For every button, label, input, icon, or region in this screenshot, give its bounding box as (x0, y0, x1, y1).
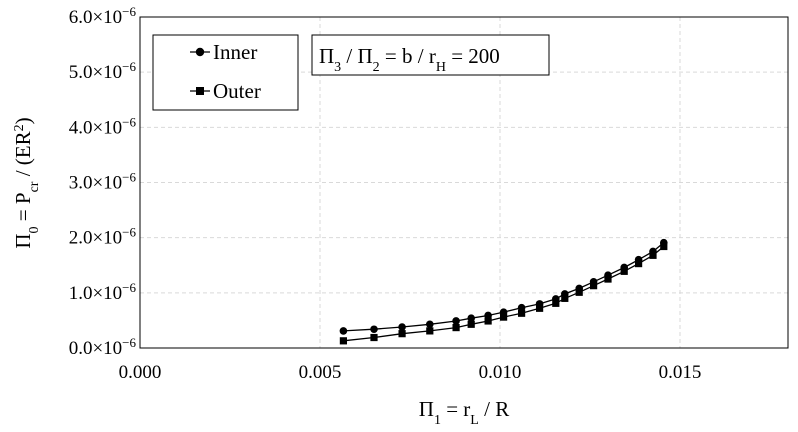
y-tick-label: 3.0×10−6 (69, 169, 137, 194)
x-tick-label: 0.005 (299, 362, 342, 383)
data-point-outer (518, 309, 526, 317)
y-tick-label: 1.0×10−6 (69, 279, 137, 304)
parameter-annotation: Π3 / Π2 = b / rH = 200 (311, 34, 550, 76)
x-tick-label: 0.000 (119, 362, 162, 383)
data-point-outer (426, 327, 434, 335)
data-point-outer (575, 288, 583, 296)
data-point-outer (635, 259, 643, 268)
legend-inner-marker (195, 47, 205, 57)
y-axis-title: Π0 = Pcr / (ER2) (11, 117, 42, 248)
data-point-outer (604, 275, 612, 283)
x-axis-title: Π1 = rL / R (419, 397, 509, 428)
y-tick-label: 5.0×10−6 (69, 59, 137, 84)
data-point-outer (620, 267, 628, 275)
data-point-outer (660, 242, 668, 251)
annotation-box (311, 34, 550, 76)
data-point-inner (370, 325, 378, 334)
grid (140, 17, 788, 348)
data-point-inner (484, 311, 492, 320)
legend-outer-label: Outer (213, 79, 261, 103)
data-point-inner (517, 303, 526, 312)
data-point-outer (552, 299, 560, 307)
data-point-outer (500, 313, 508, 321)
data-point-outer (590, 282, 598, 290)
data-point-outer (649, 251, 657, 259)
data-point-outer (398, 330, 406, 338)
annotation-text: Π3 / Π2 = b / rH = 200 (319, 44, 500, 75)
data-point-inner (467, 314, 476, 323)
data-point-outer (484, 317, 492, 325)
data-point-outer (452, 323, 460, 332)
legend-outer-marker (196, 87, 204, 95)
y-tick-label: 0.0×10−6 (69, 335, 137, 360)
y-tick-label: 2.0×10−6 (69, 224, 137, 249)
data-point-outer (467, 320, 475, 328)
y-tick-label: 6.0×10−6 (69, 4, 137, 29)
ticks: 0.0×10−6 1.0×10−6 2.0×10−6 3.0×10−6 4.0×10−6… (69, 4, 702, 384)
plot-area-frame (139, 16, 789, 349)
y-tick-label: 4.0×10−6 (69, 114, 137, 139)
data-point-outer (536, 304, 544, 312)
data-point-inner (452, 317, 460, 325)
x-tick-label: 0.015 (659, 362, 702, 383)
series-layer (339, 238, 668, 345)
data-point-outer (561, 294, 569, 302)
data-point-inner (426, 320, 434, 329)
legend-inner-label: Inner (213, 40, 257, 64)
data-point-outer (339, 337, 347, 345)
x-tick-label: 0.010 (479, 362, 522, 383)
data-point-inner (339, 327, 348, 335)
data-point-outer (370, 333, 378, 342)
data-point-inner (398, 323, 406, 331)
legend-box (152, 34, 299, 111)
legend: Inner Outer (152, 34, 299, 111)
